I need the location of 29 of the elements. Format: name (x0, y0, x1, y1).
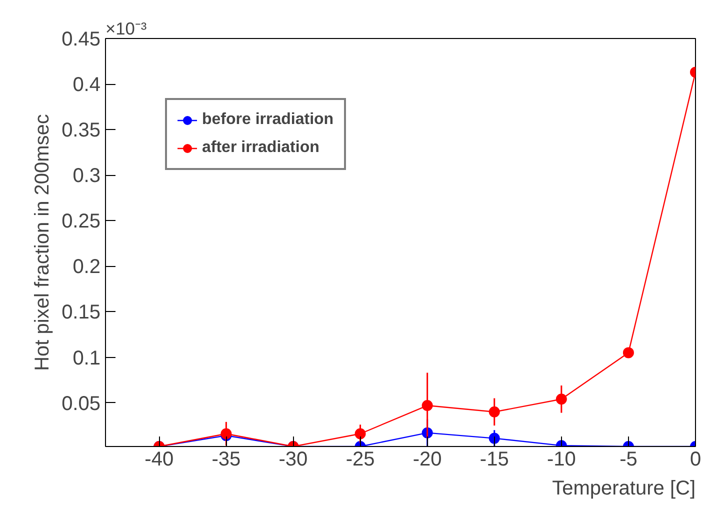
x-tick-label: -30 (278, 448, 308, 470)
x-tick-label: 0 (690, 448, 702, 470)
y-axis-title: Hot pixel fraction in 200msec (32, 114, 54, 371)
point (556, 394, 567, 405)
point (488, 432, 500, 444)
y-tick-label: 0.1 (72, 347, 101, 370)
x-axis-title: Temperature [C] (552, 478, 696, 500)
x-tick-label: -35 (212, 448, 241, 470)
text: ×10⁻³ (106, 18, 147, 38)
y-tick-label: 0.45 (62, 28, 101, 50)
y-tick-label: 0.05 (62, 392, 101, 415)
x-tick-label: -40 (144, 448, 174, 470)
legend-label: after irradiation (202, 139, 320, 157)
y-tick-label: 0.2 (72, 256, 101, 278)
point (422, 400, 433, 412)
legend-label: before irradiation (202, 111, 334, 129)
point (488, 406, 500, 418)
x-tick-label: -5 (620, 448, 638, 470)
point (622, 347, 634, 358)
y-tick-label: 0.35 (62, 120, 101, 142)
point (354, 428, 366, 440)
x-tick-label: -10 (546, 448, 576, 470)
y-tick-label: 0.3 (72, 165, 101, 188)
y-tick-label: 0.15 (62, 302, 101, 324)
x-tick-label: -20 (412, 448, 442, 470)
y-tick-label: 0.4 (72, 74, 101, 96)
x-tick-label: -15 (480, 448, 509, 470)
x-tick-label: -25 (346, 448, 375, 470)
y-tick-label: 0.25 (62, 210, 101, 233)
